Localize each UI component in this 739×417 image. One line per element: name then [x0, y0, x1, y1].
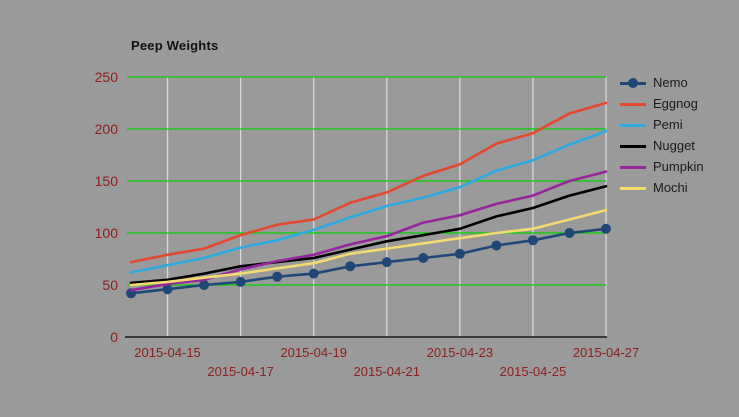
legend-swatch-pumpkin-icon — [620, 160, 646, 174]
series-line-mochi — [129, 208, 608, 287]
series-point-nemo — [601, 223, 611, 234]
series-line-pumpkin — [129, 170, 608, 292]
legend-item-pumpkin[interactable]: Pumpkin — [620, 160, 704, 174]
legend-swatch-eggnog-icon — [620, 97, 646, 111]
y-axis-tick-label: 100 — [95, 225, 119, 241]
legend-swatch-nemo-icon — [620, 76, 646, 90]
legend-label: Pemi — [653, 117, 683, 132]
x-axis-tick-label: 2015-04-23 — [427, 345, 494, 360]
series-point-nemo — [235, 276, 246, 287]
series-point-nemo — [199, 280, 210, 290]
series-point-nemo — [418, 253, 429, 263]
series-point-nemo — [345, 261, 356, 272]
series-line-nugget — [129, 184, 608, 285]
legend: Nemo Eggnog Pemi Nugget Pumpkin Mochi — [620, 76, 704, 195]
series-line-nemo — [129, 227, 608, 295]
series-line-pemi — [129, 129, 608, 274]
x-axis-tick-label: 2015-04-19 — [280, 345, 347, 360]
legend-swatch-mochi-icon — [620, 181, 646, 195]
x-axis-tick-label: 2015-04-27 — [573, 345, 640, 360]
x-axis-tick-label: 2015-04-15 — [134, 345, 201, 360]
series-point-nemo — [454, 248, 465, 259]
legend-item-nugget[interactable]: Nugget — [620, 139, 704, 153]
series-point-nemo — [308, 268, 319, 279]
legend-label: Nugget — [653, 138, 695, 153]
legend-item-mochi[interactable]: Mochi — [620, 181, 704, 195]
legend-swatch-nugget-icon — [620, 139, 646, 153]
legend-item-pemi[interactable]: Pemi — [620, 118, 704, 132]
series-point-nemo — [272, 271, 283, 282]
y-axis-tick-label: 0 — [110, 329, 118, 345]
x-axis-tick-label: 2015-04-25 — [500, 364, 567, 379]
legend-label: Nemo — [653, 75, 688, 90]
legend-swatch-pemi-icon — [620, 118, 646, 132]
legend-label: Pumpkin — [653, 159, 704, 174]
series-line-eggnog — [129, 101, 608, 264]
chart-title: Peep Weights — [131, 38, 219, 53]
x-axis-tick-label: 2015-04-21 — [354, 364, 421, 379]
y-axis-tick-label: 250 — [95, 69, 119, 85]
legend-label: Eggnog — [653, 96, 698, 111]
series-point-nemo — [381, 257, 392, 268]
legend-item-nemo[interactable]: Nemo — [620, 76, 704, 90]
series-point-nemo — [162, 284, 173, 295]
series-point-nemo — [564, 228, 575, 238]
legend-item-eggnog[interactable]: Eggnog — [620, 97, 704, 111]
y-axis-tick-label: 150 — [95, 173, 119, 189]
x-axis-tick-label: 2015-04-17 — [207, 364, 274, 379]
legend-label: Mochi — [653, 180, 688, 195]
series-point-nemo — [491, 240, 502, 251]
y-axis-tick-label: 50 — [102, 277, 118, 293]
series-point-nemo — [527, 235, 538, 246]
y-axis-tick-label: 200 — [95, 121, 119, 137]
